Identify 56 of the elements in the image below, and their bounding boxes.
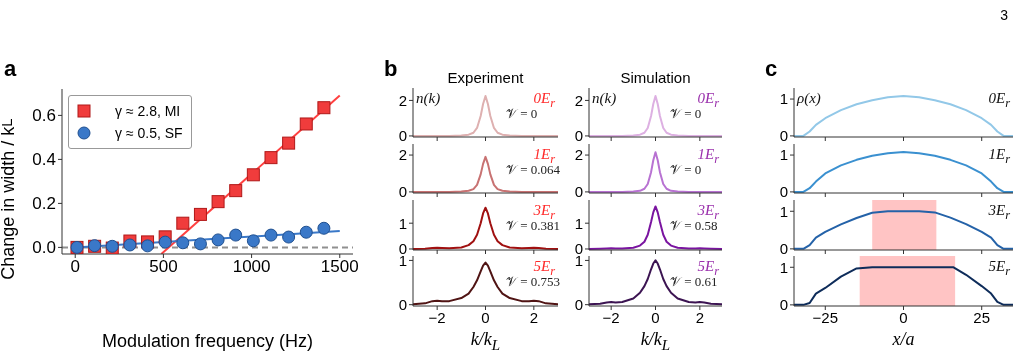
annotation: n(k) (592, 90, 617, 106)
x-tick-label: −2 (602, 308, 620, 326)
y-tick-label: 0.6 (32, 106, 56, 126)
x-tick-label: −2 (428, 308, 446, 326)
x-tick-label: 2 (529, 308, 539, 326)
y-tick-label: 2 (574, 91, 583, 109)
y-tick-label: 0 (779, 296, 788, 314)
y-tick-label: 0 (398, 127, 407, 145)
x-tick-label: 1000 (232, 257, 271, 277)
annotation: 0E$_{r}$ (988, 90, 1010, 110)
y-tick-label: 0 (398, 296, 407, 313)
y-tick-label: 1 (779, 146, 788, 164)
x-axis-title: x/a (891, 329, 916, 349)
y-tick-label: 0 (779, 127, 788, 145)
x-tick-label: 2 (695, 308, 705, 326)
x-tick-label: 0 (651, 308, 660, 326)
y-tick-label: 2 (574, 146, 583, 164)
legend-label: γ ≈ 0.5, SF (115, 125, 183, 141)
y-tick-label: 2 (398, 91, 407, 109)
y-tick-label: 1 (779, 202, 788, 220)
y-tick-label: 1 (779, 258, 788, 276)
chart-subtitle: Simulation (619, 69, 692, 86)
x-tick-label: 0 (481, 308, 490, 326)
y-tick-label: 1 (398, 214, 407, 232)
chart-subtitle: Experiment (446, 69, 525, 86)
x-axis-title: k/k$_{L}$ (639, 329, 672, 353)
y-tick-label: 0.2 (32, 194, 56, 214)
text: 3 (1000, 7, 1008, 23)
y-tick-label: 0.4 (32, 150, 56, 170)
x-tick-label: 1500 (320, 257, 359, 277)
annotation: n(k) (416, 90, 441, 106)
chart-title: a (4, 56, 17, 81)
x-tick-label: 500 (149, 257, 178, 277)
chart-title: b (384, 56, 398, 81)
y-tick-label: 0 (574, 127, 583, 145)
y-tick-label: 0.0 (32, 238, 56, 258)
y-tick-label: 0 (779, 240, 788, 258)
x-axis-title: k/k$_{L}$ (469, 329, 502, 353)
y-tick-label: 1 (574, 214, 583, 232)
y-tick-label: 2 (398, 146, 407, 164)
annotation: ρ(x) (797, 90, 821, 106)
x-tick-label: 25 (973, 308, 991, 326)
y-tick-label: 0 (574, 296, 583, 313)
annotation: 3E$_{r}$ (988, 202, 1010, 222)
x-tick-label: 0 (70, 257, 80, 277)
annotation: 5E$_{r}$ (988, 258, 1010, 278)
y-tick-label: 0 (574, 183, 583, 201)
legend-label: γ ≈ 2.8, MI (115, 103, 181, 119)
y-tick-label: 0 (398, 183, 407, 201)
x-tick-label: −25 (812, 308, 839, 326)
x-axis-title: Modulation frequency (Hz) (100, 331, 315, 351)
annotation: 1E$_{r}$ (988, 146, 1010, 166)
y-tick-label: 1 (779, 90, 788, 108)
chart-title: c (765, 56, 778, 81)
x-tick-label: 0 (899, 308, 908, 326)
y-tick-label: 0 (779, 183, 788, 201)
